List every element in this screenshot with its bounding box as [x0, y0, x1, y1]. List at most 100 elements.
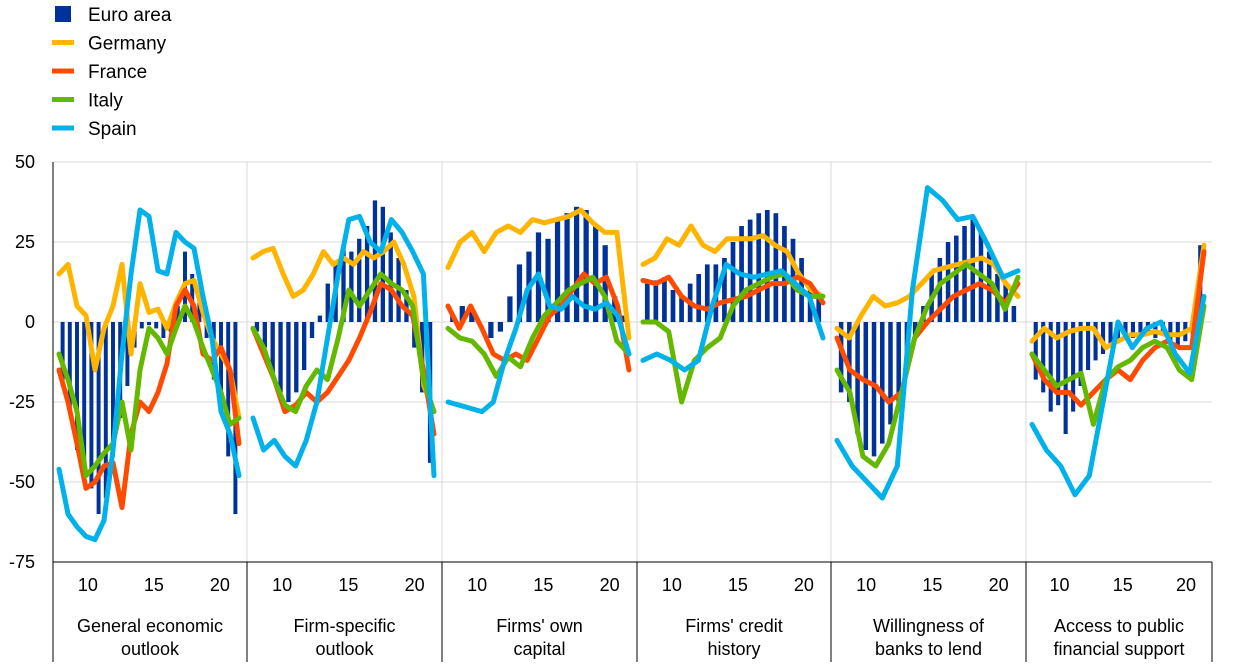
- euro-area-bar: [621, 315, 627, 322]
- x-tick-label: 10: [856, 575, 876, 595]
- series-line-italy: [445, 274, 632, 379]
- y-axis-ticks: 50 25 0 -25 -50 -75: [9, 152, 35, 572]
- series-line-spain: [834, 185, 1021, 501]
- panel-label: Firm-specific: [294, 616, 396, 636]
- euro-area-bar: [388, 232, 393, 322]
- euro-area-bar: [704, 264, 710, 322]
- euro-area-bar: [1130, 322, 1136, 338]
- legend-label: Spain: [88, 119, 137, 140]
- panel-label: banks to lend: [875, 639, 982, 659]
- euro-area-bar: [270, 322, 275, 374]
- euro-area-bar: [896, 322, 901, 402]
- series-line-spain: [56, 207, 242, 543]
- x-tick-label: 10: [1049, 575, 1069, 595]
- euro-area-bar: [888, 322, 893, 425]
- euro-area-bar: [1063, 322, 1068, 434]
- euro-area-bar: [357, 238, 362, 322]
- gridlines: [53, 161, 1212, 483]
- euro-area-bar: [937, 258, 943, 322]
- legend-label: Italy: [88, 91, 123, 112]
- euro-area-bar: [75, 322, 79, 450]
- euro-area-bar: [404, 290, 409, 322]
- euro-area-bar: [262, 322, 267, 348]
- euro-area-bar: [219, 322, 223, 412]
- y-tick-label: 0: [25, 312, 35, 332]
- x-tick-label: 20: [794, 575, 814, 595]
- legend: Euro area Germany France Italy Spain: [52, 5, 172, 140]
- euro-area-bar: [696, 274, 702, 322]
- euro-area-bar: [1168, 322, 1173, 342]
- euro-area-bar: [175, 306, 180, 322]
- euro-area-bar: [1100, 322, 1106, 354]
- series-line-germany: [1029, 242, 1207, 351]
- euro-area-bar: [1086, 322, 1091, 370]
- panel-label: General economic: [77, 616, 223, 636]
- x-tick-label: 10: [467, 575, 487, 595]
- euro-area-bar: [863, 322, 869, 450]
- euro-area-bar: [593, 226, 599, 322]
- legend-label: France: [88, 62, 147, 83]
- x-tick-label: 15: [338, 575, 358, 595]
- euro-area-bar: [96, 322, 101, 514]
- panel-label: capital: [513, 639, 565, 659]
- series-line-germany: [834, 255, 1021, 341]
- euro-area-bar: [161, 322, 166, 338]
- euro-area-bar: [583, 210, 589, 322]
- euro-area-bar: [254, 322, 260, 332]
- legend-swatch-euro-area: [55, 6, 71, 22]
- euro-area-bar: [1078, 322, 1083, 386]
- panel-label: history: [707, 639, 760, 659]
- euro-area-bar: [372, 200, 378, 322]
- euro-area-bar: [816, 296, 822, 322]
- euro-area-bar: [1048, 322, 1053, 412]
- euro-area-bar: [67, 322, 72, 412]
- euro-area-bar: [1138, 322, 1143, 335]
- x-tick-label: 15: [728, 575, 748, 595]
- euro-area-bar: [545, 238, 551, 322]
- euro-area-bar: [573, 206, 580, 322]
- x-tick-label: 15: [533, 575, 553, 595]
- euro-area-bar: [380, 206, 386, 322]
- euro-area-bar: [1056, 322, 1061, 406]
- euro-area-bar: [103, 322, 108, 498]
- euro-area-bar: [278, 322, 283, 393]
- euro-area-bar: [602, 245, 608, 322]
- legend-label: Euro area: [88, 5, 172, 26]
- euro-area-bar: [1093, 322, 1098, 361]
- euro-area-bar: [469, 309, 475, 322]
- euro-area-bar: [662, 277, 667, 322]
- series-line-spain: [445, 271, 632, 415]
- x-tick-label: 10: [272, 575, 292, 595]
- series-line-germany: [445, 207, 632, 341]
- euro-area-bar: [1011, 306, 1017, 322]
- euro-area-bar: [756, 213, 762, 322]
- euro-area-bar: [1123, 322, 1128, 338]
- series-line-italy: [834, 261, 1021, 469]
- euro-area-bar: [507, 296, 513, 322]
- euro-area-bar: [226, 322, 231, 457]
- euro-area-bar: [89, 322, 94, 489]
- euro-area-bar: [301, 322, 307, 370]
- x-tick-label: 15: [1113, 575, 1133, 595]
- series-line-france: [445, 271, 632, 373]
- euro-area-bar: [838, 322, 844, 393]
- euro-area-bar: [773, 213, 779, 322]
- euro-area-bar: [286, 322, 291, 402]
- euro-area-bar: [879, 322, 885, 444]
- panel-label: outlook: [121, 639, 180, 659]
- series-line-italy: [1029, 303, 1207, 427]
- panel-labels: General economic outlook Firm-specific outl…: [77, 616, 1185, 659]
- y-tick-label: 25: [15, 232, 35, 252]
- euro-area-bar: [341, 245, 346, 322]
- euro-area-bar: [747, 219, 753, 322]
- euro-area-bar: [871, 322, 877, 457]
- panel-label: Access to public: [1054, 616, 1184, 636]
- panel-label: outlook: [315, 639, 374, 659]
- euro-area-bar: [147, 322, 151, 326]
- panel-label: Firms' own: [496, 616, 582, 636]
- euro-area-bar: [1041, 322, 1046, 393]
- euro-area-bar: [653, 280, 659, 322]
- y-tick-label: 50: [15, 152, 35, 172]
- euro-area-bar: [60, 322, 65, 386]
